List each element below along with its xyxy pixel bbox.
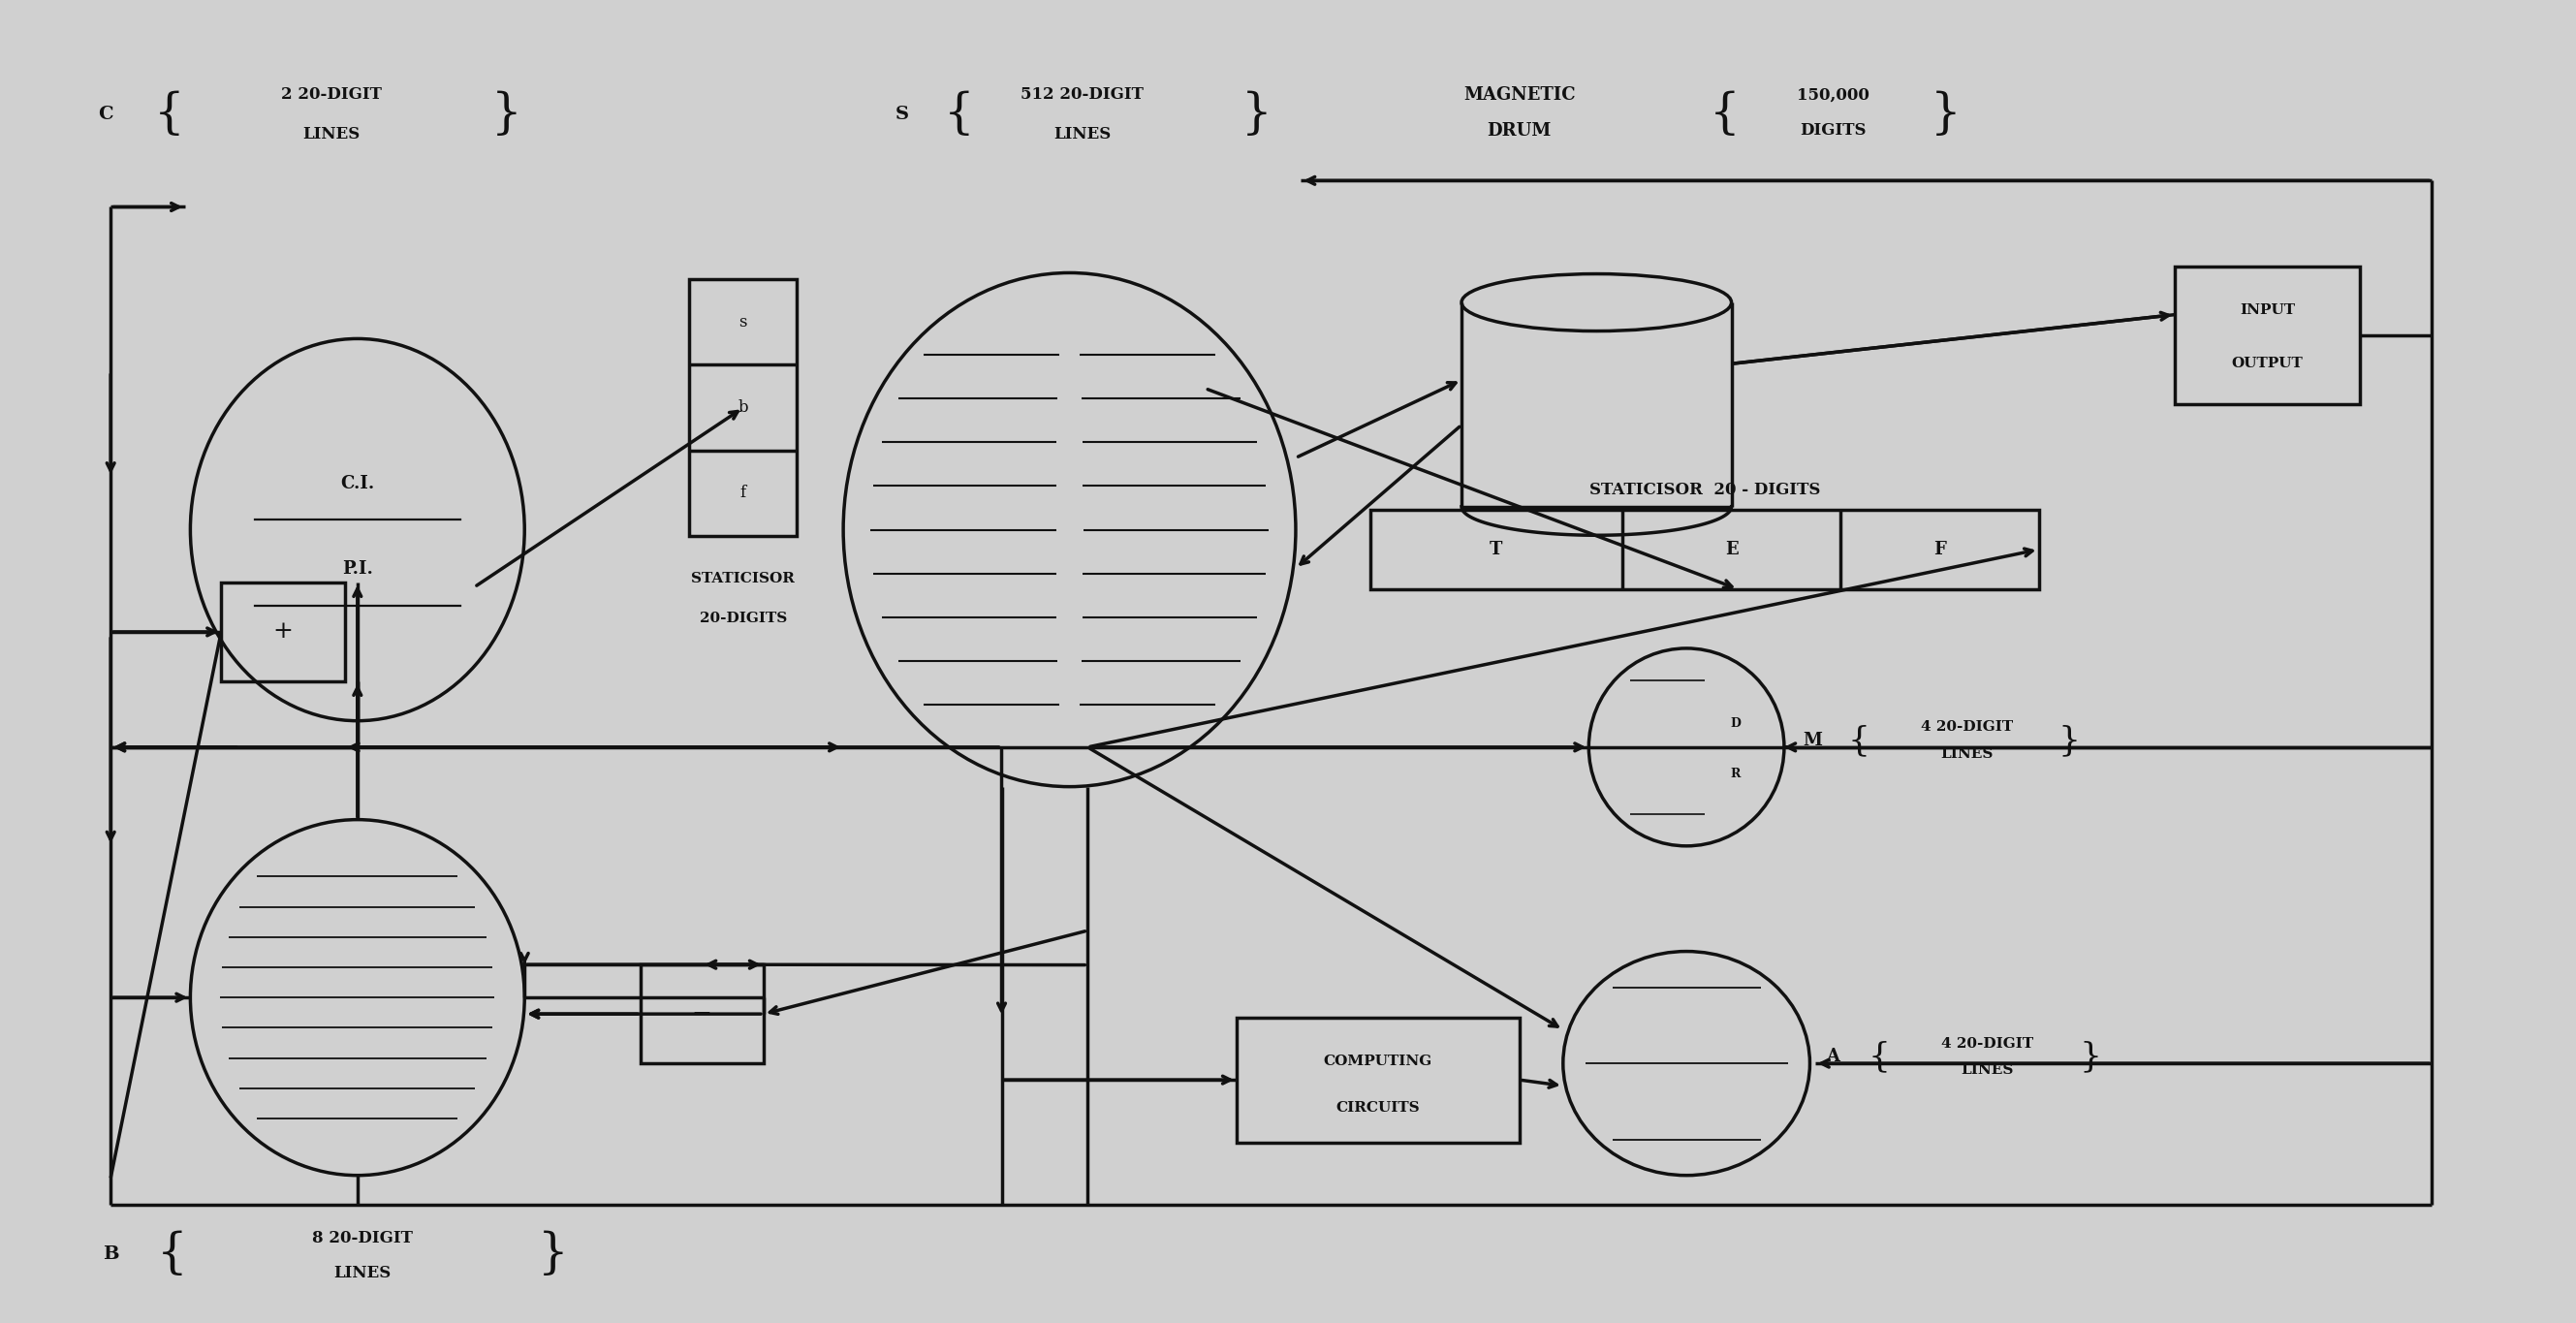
Text: {: { <box>943 91 974 139</box>
Text: 150,000: 150,000 <box>1795 87 1870 103</box>
Text: }: } <box>492 91 523 139</box>
Text: LINES: LINES <box>335 1265 392 1281</box>
Text: T: T <box>1489 541 1502 558</box>
Text: 4 20-DIGIT: 4 20-DIGIT <box>1922 721 2012 734</box>
Text: s: s <box>739 314 747 331</box>
Bar <box>222 582 345 681</box>
Text: MAGNETIC: MAGNETIC <box>1463 86 1577 103</box>
Text: STATICISOR  20 - DIGITS: STATICISOR 20 - DIGITS <box>1589 482 1821 499</box>
Text: LINES: LINES <box>1960 1064 2014 1077</box>
Text: STATICISOR: STATICISOR <box>690 572 796 585</box>
Text: 4 20-DIGIT: 4 20-DIGIT <box>1942 1037 2032 1050</box>
Bar <box>688 279 796 536</box>
Text: DRUM: DRUM <box>1486 122 1551 139</box>
Text: LINES: LINES <box>1940 747 1994 761</box>
Text: +: + <box>273 620 294 643</box>
Text: }: } <box>2058 724 2081 757</box>
Text: P.I.: P.I. <box>343 561 374 578</box>
Text: 20-DIGITS: 20-DIGITS <box>698 611 786 624</box>
Text: OUTPUT: OUTPUT <box>2231 356 2303 370</box>
Text: 8 20-DIGIT: 8 20-DIGIT <box>312 1230 412 1246</box>
Text: INPUT: INPUT <box>2239 304 2295 318</box>
Text: S: S <box>896 106 909 123</box>
Text: {: { <box>1868 1040 1891 1073</box>
Text: LINES: LINES <box>1054 126 1110 143</box>
Text: LINES: LINES <box>304 126 361 143</box>
Bar <box>1236 1017 1520 1143</box>
Text: E: E <box>1726 541 1739 558</box>
Text: −: − <box>693 1003 711 1025</box>
Text: DIGITS: DIGITS <box>1801 122 1865 139</box>
Text: F: F <box>1935 541 1945 558</box>
Text: B: B <box>103 1246 118 1263</box>
Text: {: { <box>157 1230 188 1278</box>
Text: C: C <box>98 106 113 123</box>
Text: }: } <box>1929 91 1960 139</box>
Text: D: D <box>1731 717 1741 730</box>
Text: }: } <box>538 1230 569 1278</box>
Text: {: { <box>1847 724 1870 757</box>
Bar <box>641 964 762 1064</box>
Text: }: } <box>2079 1040 2102 1073</box>
Text: b: b <box>737 400 747 415</box>
Text: M: M <box>1803 732 1821 749</box>
Text: A: A <box>1826 1048 1839 1065</box>
Text: 2 20-DIGIT: 2 20-DIGIT <box>281 87 381 103</box>
Bar <box>2174 266 2360 405</box>
Text: f: f <box>739 486 747 501</box>
Text: C.I.: C.I. <box>340 475 374 492</box>
Text: R: R <box>1731 767 1741 779</box>
Text: {: { <box>155 91 185 139</box>
Bar <box>1370 509 2038 589</box>
Text: COMPUTING: COMPUTING <box>1324 1054 1432 1068</box>
Text: 512 20-DIGIT: 512 20-DIGIT <box>1020 87 1144 103</box>
Text: CIRCUITS: CIRCUITS <box>1337 1101 1419 1114</box>
Text: {: { <box>1710 91 1741 139</box>
Text: }: } <box>1242 91 1273 139</box>
